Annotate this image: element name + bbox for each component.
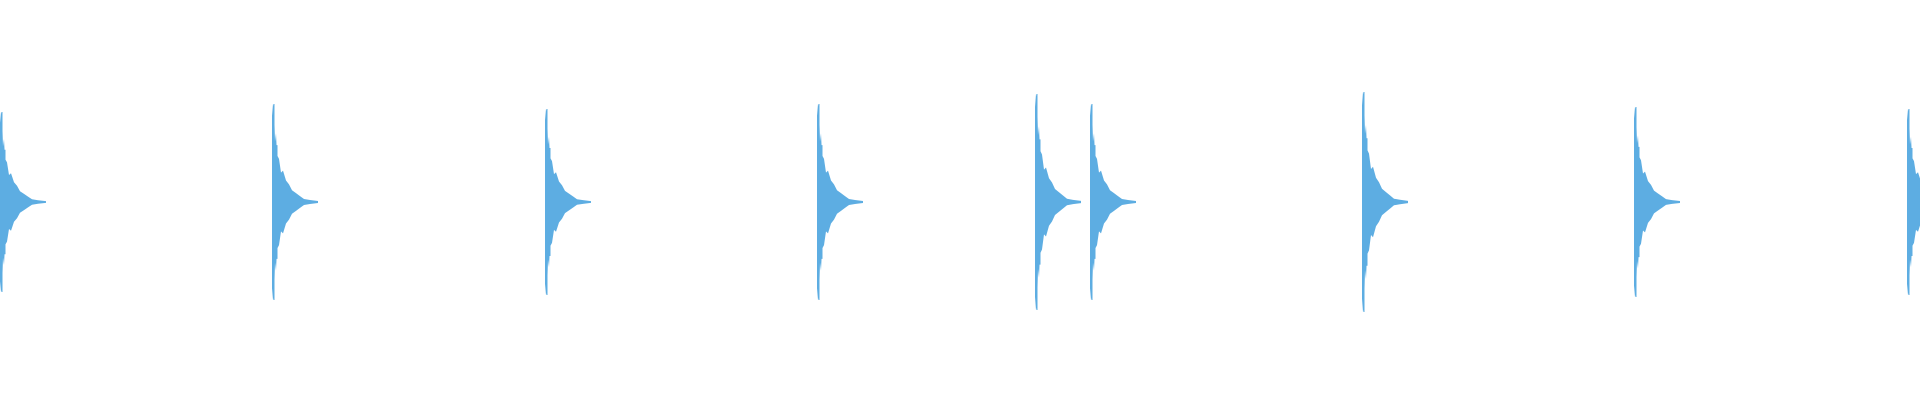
transient [1633, 106, 1681, 298]
transient [1906, 108, 1920, 296]
transient [271, 103, 319, 301]
transient [1361, 91, 1409, 313]
transient [1089, 103, 1137, 301]
transient [0, 111, 47, 293]
transient [544, 108, 592, 296]
transient [816, 103, 864, 301]
transient [1034, 93, 1082, 311]
